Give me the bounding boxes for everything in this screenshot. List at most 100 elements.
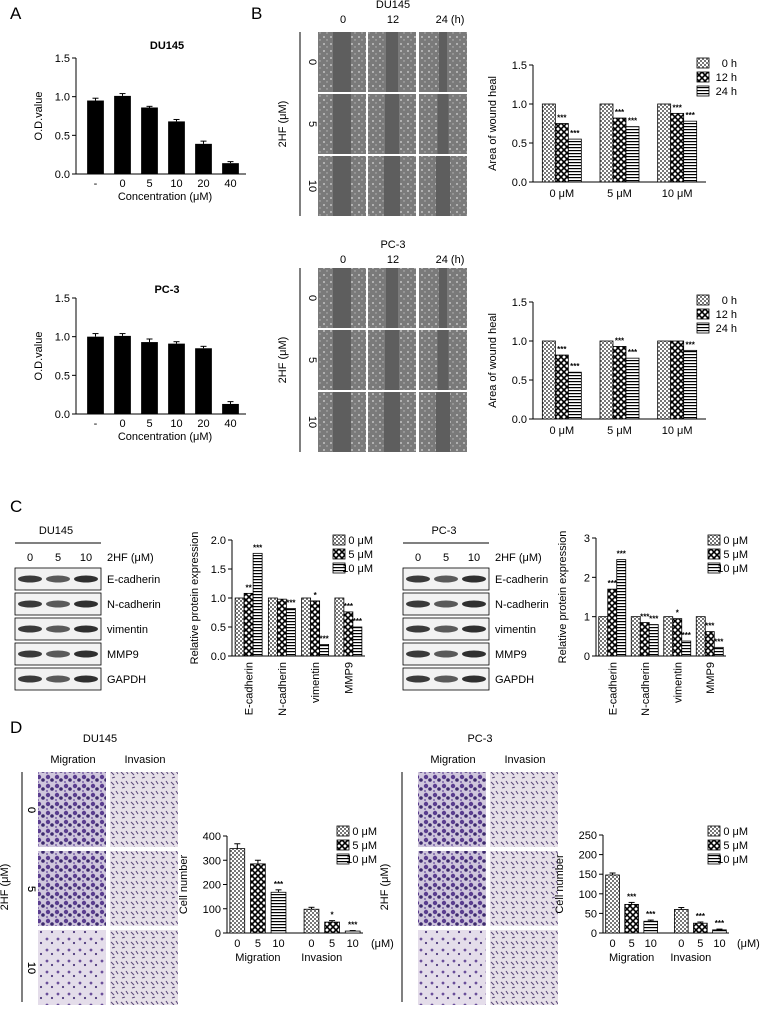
c-pc3-chart-bar — [672, 618, 683, 657]
c-pc3-chart-bar — [663, 616, 674, 657]
a-du145-y-tick-label: 1.0 — [55, 92, 70, 104]
d-du145-chart-bar — [229, 848, 246, 934]
d-du145-chart-bar — [270, 891, 287, 934]
c-pc-3-band — [462, 600, 486, 608]
c-pc-3-band — [406, 625, 430, 633]
d-pc3-chart-legend-swatch — [707, 853, 721, 865]
d-pc3-chart-bar — [712, 929, 727, 934]
b-du145-chart-bar — [625, 126, 640, 183]
d-du145-invasion-image — [110, 772, 178, 847]
b-pc-3-dose-label: 0 — [306, 295, 318, 301]
b-pc-3-dose-label: 10 — [306, 416, 318, 428]
d-du145-invasion-image — [110, 851, 178, 926]
c-du145-chart-legend-label: 5 μM — [348, 549, 373, 561]
c-pc3-chart-sig-mark: *** — [714, 637, 724, 646]
b-pc-3-wound-gap — [384, 392, 400, 452]
d-pc-3-invasion-image — [490, 851, 558, 926]
b-du145-chart-legend-swatch — [696, 57, 710, 69]
c-du145-chart-bar — [319, 644, 330, 657]
c-du145-chart-bar — [285, 608, 296, 657]
c-du145-chart-sig-mark: *** — [344, 602, 354, 611]
d-pc-3-cell-label: PC-3 — [467, 733, 492, 745]
c-du145-chart-sig-mark: *** — [353, 617, 363, 626]
b-pc-3-wound-gap — [436, 392, 450, 452]
d-pc3-chart-y-tick-label: 100 — [579, 889, 597, 901]
d-pc-3-dose-label: 5 — [25, 886, 37, 892]
d-pc-3-ylabel: 2HF (μM) — [379, 864, 391, 911]
c-pc3-chart-bar — [704, 631, 715, 657]
d-pc-3-dose-label: 10 — [25, 962, 37, 974]
b-du145-wound-gap — [333, 156, 351, 216]
c-pc3-chart-y-tick-label: 3 — [584, 533, 590, 545]
d-pc3-chart-unit-label: (μM) — [737, 938, 760, 950]
d-du145-chart-group-label: Migration — [235, 952, 280, 964]
c-pc-3-band — [462, 675, 486, 683]
a-pc-3-x-tick-label: 5 — [146, 418, 152, 430]
b-pc-3-wound-gap — [437, 330, 449, 390]
b-pc3-chart-bar — [683, 349, 698, 420]
c-du145-protein-label: vimentin — [107, 624, 148, 636]
b-pc-3-wound-gap — [333, 330, 351, 390]
d-pc-3-dose-label: 0 — [25, 807, 37, 813]
b-pc-3-wound-gap — [333, 392, 351, 452]
d-pc3-chart-legend-swatch — [707, 839, 721, 851]
c-pc3-chart-bar — [607, 588, 618, 657]
c-du145-chart-legend-swatch — [332, 562, 346, 574]
c-pc-3-dose-label: 10 — [468, 552, 480, 564]
b-pc3-chart-bar — [541, 340, 556, 420]
d-pc3-chart-bar — [643, 920, 659, 934]
d-pc3-chart-legend-label: 5 μM — [723, 840, 748, 852]
a-du145-x-tick-label: - — [94, 178, 98, 190]
c-pc-3-cell-label: PC-3 — [431, 525, 456, 537]
b-du145-wound-gap — [386, 32, 398, 92]
d-du145-dose-label: 5 — [25, 886, 37, 892]
c-du145-band — [46, 600, 70, 608]
d-du145-chart-bar — [250, 863, 266, 934]
c-pc3-chart-ylabel: Relative protein expression — [557, 531, 569, 664]
c-pc3-chart-sig-mark: *** — [640, 613, 650, 622]
c-du145-treat-label: 2HF (μM) — [107, 552, 154, 564]
d-du145-chart-sig-mark: * — [331, 911, 335, 920]
d-pc3-chart-x-tick-label: 10 — [645, 938, 657, 950]
a-du145-y-tick-label: 0.5 — [55, 130, 70, 142]
c-pc3-chart-bar — [695, 616, 706, 657]
c-pc-3-band — [434, 575, 458, 583]
d-du145-cell-label: DU145 — [83, 733, 117, 745]
c-du145-chart-y-tick-label: 1.5 — [211, 564, 226, 576]
a-du145-bar — [195, 143, 212, 174]
b-du145-wound-gap — [385, 94, 399, 154]
c-pc-3-protein-label: vimentin — [495, 624, 536, 636]
d-du145-chart-bar — [303, 908, 320, 934]
c-du145-band — [74, 600, 98, 608]
b-du145-wound-gap — [436, 156, 450, 216]
b-du145-time-label: 0 — [340, 14, 346, 26]
d-du145-chart-sig-mark: *** — [348, 921, 358, 930]
c-du145-chart-x-tick-label: N-cadherin — [277, 662, 289, 716]
b-du145-dose-label: 10 — [306, 180, 318, 192]
c-pc3-chart-y-tick-label: 0 — [584, 651, 590, 663]
b-pc3-chart-ylabel: Area of wound heal — [487, 313, 499, 408]
b-pc3-chart-sig-mark: *** — [557, 345, 567, 354]
b-pc3-chart-sig-mark: *** — [615, 336, 625, 345]
c-pc3-chart-legend-swatch — [707, 562, 721, 574]
b-du145-chart-bar — [683, 120, 698, 183]
b-pc3-chart-y-tick-label: 1.5 — [512, 297, 527, 309]
b-du145-chart-sig-mark: *** — [557, 114, 567, 123]
d-du145-dose-label: 0 — [25, 807, 37, 813]
a-pc-3-bar — [168, 343, 185, 414]
b-du145-chart-ylabel: Area of wound heal — [487, 76, 499, 171]
d-pc-3-invasion-image — [490, 772, 558, 847]
d-pc3-chart-bar — [624, 903, 639, 934]
d-du145-chart-bar — [344, 930, 361, 934]
c-du145-chart-y-tick-label: 2.0 — [211, 535, 226, 547]
a-du145-bar — [168, 121, 185, 174]
b-pc3-chart-sig-mark: *** — [685, 340, 695, 349]
b-pc-3-wound-gap — [385, 330, 399, 390]
b-du145-chart-bar — [657, 103, 672, 183]
a-pc-3-y-tick-label: 0.5 — [55, 370, 70, 382]
d-du145-chart-legend-swatch — [336, 839, 350, 851]
d-pc3-chart-sig-mark: *** — [696, 912, 706, 921]
d-du145-chart-legend-label: 0 μM — [352, 826, 377, 838]
d-pc3-chart-legend-label: 0 μM — [723, 826, 748, 838]
panel-letter-D: D — [10, 718, 22, 737]
